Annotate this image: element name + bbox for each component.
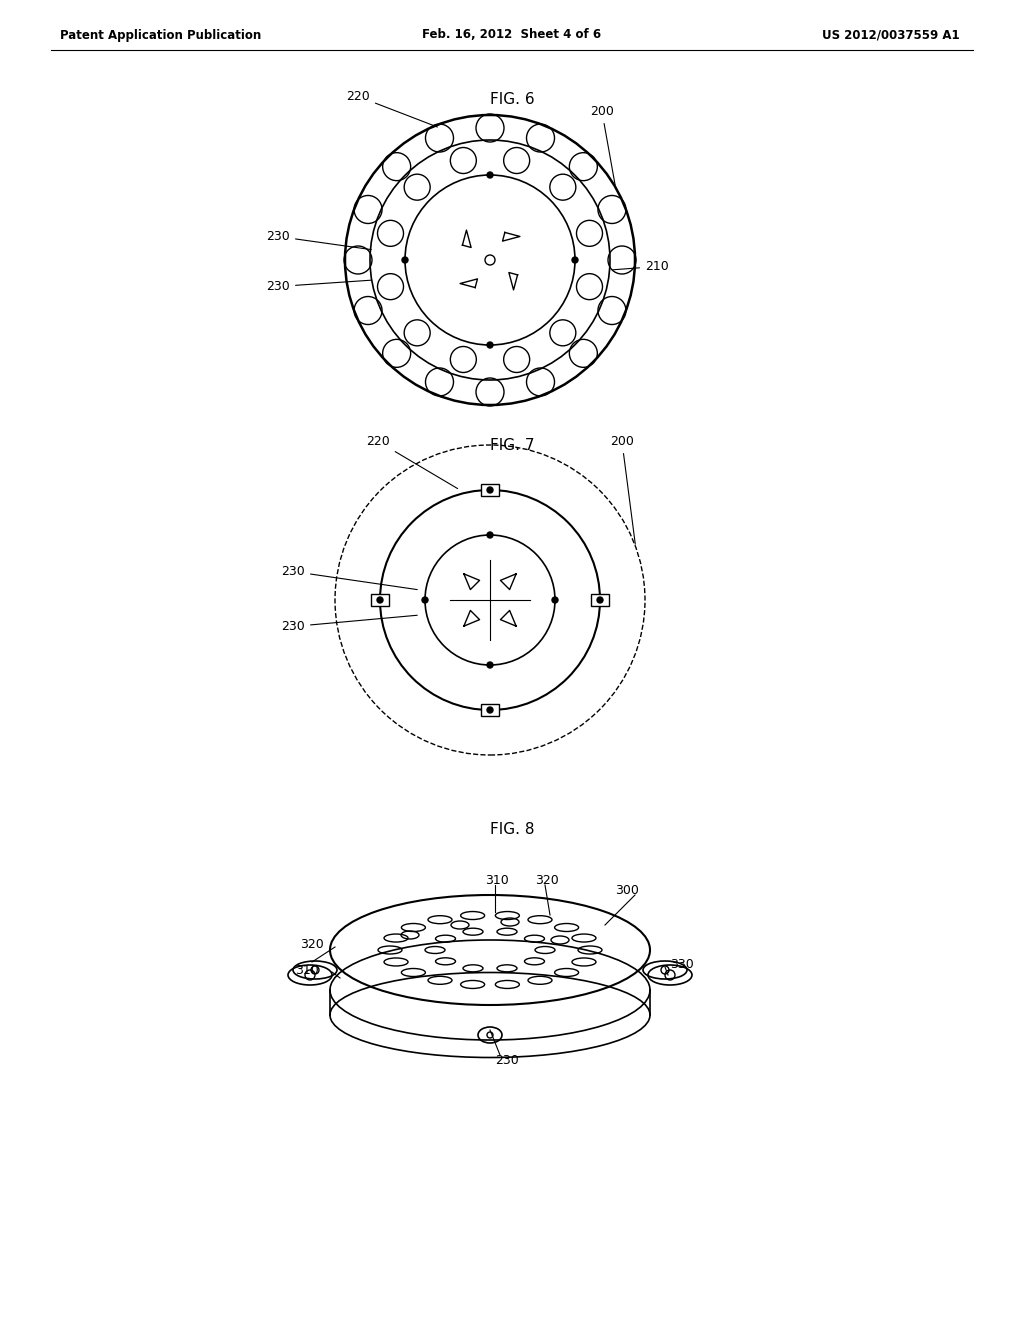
- Polygon shape: [464, 610, 479, 626]
- Text: US 2012/0037559 A1: US 2012/0037559 A1: [822, 29, 961, 41]
- FancyBboxPatch shape: [481, 484, 499, 496]
- Text: 200: 200: [590, 106, 615, 185]
- Circle shape: [487, 532, 493, 539]
- Text: Patent Application Publication: Patent Application Publication: [60, 29, 261, 41]
- Polygon shape: [464, 574, 479, 590]
- Circle shape: [377, 597, 383, 603]
- Text: 300: 300: [615, 883, 639, 896]
- Text: 230: 230: [495, 1053, 519, 1067]
- Text: 310: 310: [295, 964, 318, 977]
- Polygon shape: [501, 610, 516, 626]
- Circle shape: [487, 342, 493, 348]
- Text: FIG. 8: FIG. 8: [489, 822, 535, 837]
- FancyBboxPatch shape: [591, 594, 609, 606]
- FancyBboxPatch shape: [481, 704, 499, 715]
- Text: 230: 230: [282, 565, 417, 590]
- Polygon shape: [509, 272, 517, 290]
- Circle shape: [487, 708, 493, 713]
- Polygon shape: [460, 279, 477, 288]
- Text: 210: 210: [612, 260, 669, 273]
- Text: 310: 310: [485, 874, 509, 887]
- Circle shape: [422, 597, 428, 603]
- Text: 220: 220: [346, 90, 437, 127]
- Text: 330: 330: [670, 958, 693, 972]
- Circle shape: [487, 487, 493, 492]
- Circle shape: [487, 172, 493, 178]
- Text: 230: 230: [266, 230, 372, 249]
- Text: 200: 200: [610, 436, 635, 544]
- FancyBboxPatch shape: [371, 594, 389, 606]
- Text: 220: 220: [367, 436, 458, 488]
- Text: 320: 320: [300, 939, 324, 952]
- Circle shape: [402, 257, 408, 263]
- Polygon shape: [501, 574, 516, 590]
- Text: FIG. 7: FIG. 7: [489, 437, 535, 453]
- Circle shape: [597, 597, 603, 603]
- Text: 230: 230: [266, 280, 372, 293]
- Text: 230: 230: [282, 615, 417, 634]
- Polygon shape: [463, 230, 471, 247]
- Text: Feb. 16, 2012  Sheet 4 of 6: Feb. 16, 2012 Sheet 4 of 6: [423, 29, 601, 41]
- Polygon shape: [503, 232, 520, 242]
- Circle shape: [552, 597, 558, 603]
- Text: 320: 320: [535, 874, 559, 887]
- Circle shape: [487, 663, 493, 668]
- Circle shape: [572, 257, 578, 263]
- Text: FIG. 6: FIG. 6: [489, 92, 535, 107]
